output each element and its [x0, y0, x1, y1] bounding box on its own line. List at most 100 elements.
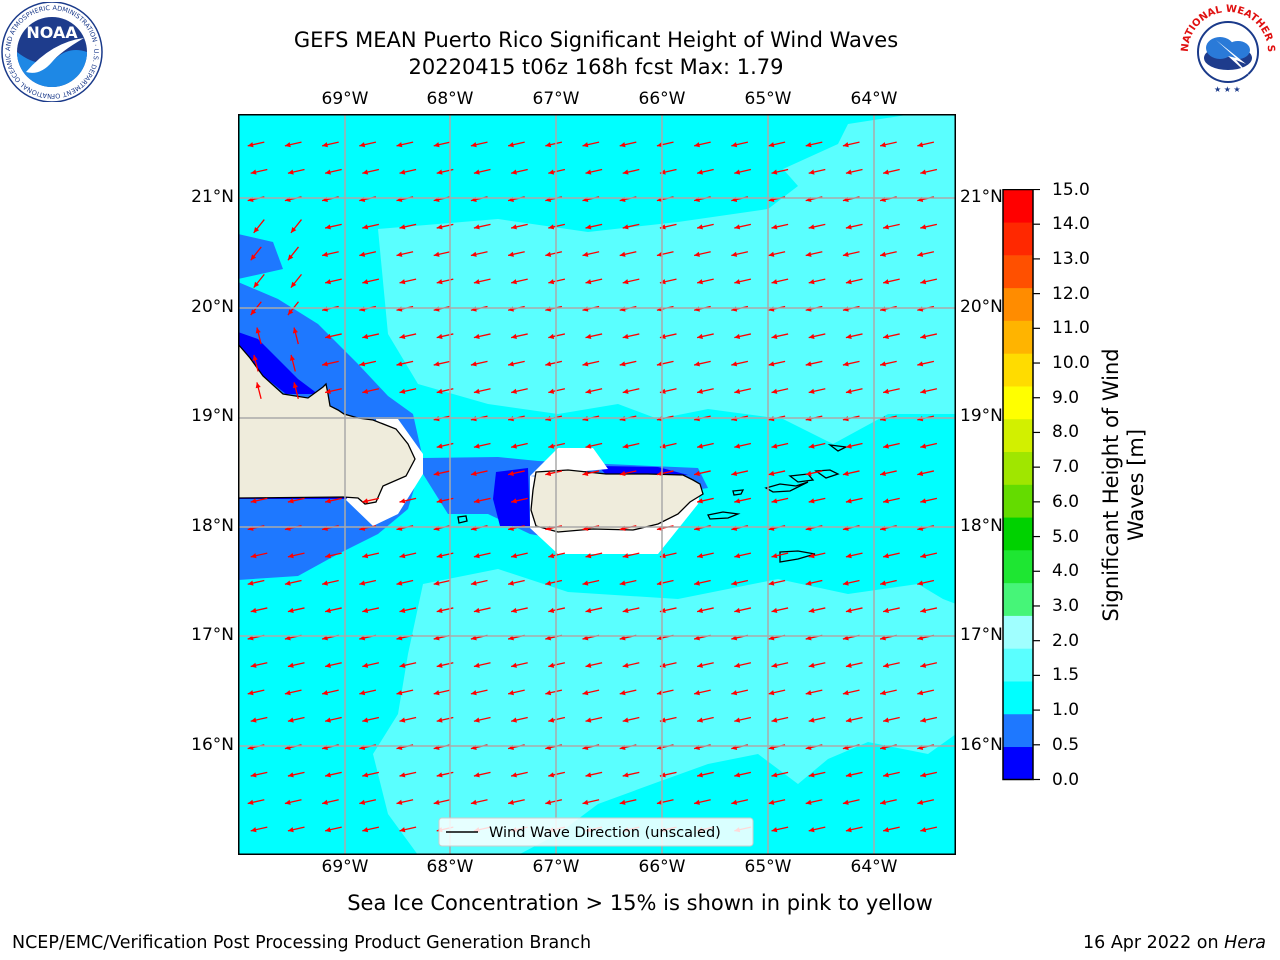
wave-direction-arrow	[321, 689, 339, 696]
wave-direction-arrow	[917, 689, 935, 696]
wave-direction-arrow	[324, 497, 342, 504]
map-gridlines	[238, 114, 956, 855]
wave-direction-arrow	[545, 470, 563, 477]
wave-direction-arrow	[845, 497, 863, 504]
wave-direction-arrow	[768, 579, 786, 586]
wave-direction-arrow	[845, 442, 863, 449]
colorbar-tick-label: 4.0	[1052, 561, 1080, 582]
wave-direction-arrow	[805, 799, 823, 805]
wave-direction-arrow	[284, 689, 302, 696]
wave-direction-arrow	[510, 278, 528, 285]
wave-direction-arrow	[324, 607, 342, 614]
wave-direction-arrow	[808, 771, 826, 778]
wave-direction-arrow	[845, 223, 863, 230]
wave-direction-arrow	[250, 607, 268, 614]
wave-direction-arrow	[882, 497, 900, 504]
wave-direction-arrow	[619, 579, 637, 586]
wave-direction-arrow	[731, 689, 749, 696]
wave-direction-arrow	[324, 826, 342, 833]
puerto-rico-land	[530, 469, 704, 533]
wave-direction-arrow	[622, 607, 640, 614]
wave-direction-arrow	[622, 223, 640, 230]
colorbar-tick-label: 2.0	[1052, 630, 1080, 651]
wave-direction-arrow	[470, 141, 488, 148]
wave-direction-arrow	[324, 552, 342, 559]
wave-direction-arrow	[321, 579, 339, 586]
wave-direction-arrow	[845, 771, 863, 778]
wave-direction-arrow	[510, 388, 528, 394]
wave-direction-arrow	[696, 771, 714, 778]
map-legend: Wind Wave Direction (unscaled)	[438, 817, 754, 847]
wave-direction-arrow	[582, 251, 600, 257]
wave-direction-arrow	[920, 607, 938, 614]
wave-direction-arrow	[879, 470, 897, 477]
colorbar-tick-label: 0.5	[1052, 734, 1080, 755]
lon-tick-bottom-69w: 69°W	[321, 857, 369, 877]
wave-direction-arrow	[917, 251, 935, 257]
wave-direction-arrow	[396, 799, 414, 805]
wave-direction-arrow	[324, 168, 342, 175]
wave-direction-arrow	[324, 771, 342, 778]
wave-direction-arrow	[399, 552, 417, 559]
wave-direction-arrow	[808, 223, 826, 230]
lon-tick-top-69w: 69°W	[321, 89, 369, 109]
wave-direction-arrow	[731, 251, 749, 257]
wave-direction-arrow	[582, 689, 600, 696]
wave-direction-arrow	[808, 388, 826, 394]
colorbar-label-line2: Waves [m]	[1124, 428, 1148, 542]
map-panel: Wind Wave Direction (unscaled)	[238, 114, 956, 855]
wave-direction-arrow	[324, 278, 342, 285]
wave-direction-arrow	[433, 799, 451, 805]
wave-direction-arrow	[321, 141, 339, 148]
wave-direction-arrow	[771, 278, 789, 285]
wave-direction-arrow	[473, 442, 491, 449]
wave-direction-arrow	[622, 662, 640, 668]
wave-direction-arrow	[920, 552, 938, 559]
colorbar	[1002, 189, 1040, 781]
colorbar-band	[1003, 386, 1033, 420]
wave-direction-arrow	[808, 278, 826, 285]
wave-direction-arrow	[734, 607, 752, 614]
wave-direction-arrow	[253, 273, 265, 289]
colorbar-band	[1003, 484, 1033, 518]
wave-direction-arrow	[324, 333, 342, 340]
legend-label: Wind Wave Direction (unscaled)	[489, 825, 721, 841]
wave-direction-arrow	[693, 141, 711, 148]
wave-direction-arrow	[619, 799, 637, 805]
wave-direction-arrow	[545, 799, 563, 805]
wave-direction-arrow	[879, 579, 897, 586]
wave-direction-arrow	[771, 552, 789, 559]
wave-direction-arrow	[545, 689, 563, 696]
wave-direction-arrow	[805, 689, 823, 696]
lat-tick-left-20n: 20°N	[191, 297, 234, 317]
wave-direction-arrow	[473, 662, 491, 668]
wave-direction-arrow	[255, 327, 262, 345]
wave-direction-arrow	[917, 470, 935, 477]
wave-direction-arrow	[619, 141, 637, 148]
wave-direction-arrow	[768, 470, 786, 477]
wave-direction-arrow	[253, 219, 265, 234]
wave-direction-arrow	[507, 360, 525, 367]
footer-date: 16 Apr 2022 on Hera	[1083, 932, 1266, 954]
wave-direction-arrow	[399, 497, 417, 504]
wave-direction-arrow	[585, 771, 603, 778]
colorbar-band	[1003, 746, 1033, 780]
wave-direction-arrow	[250, 246, 262, 261]
colorbar-tick-label: 3.0	[1052, 595, 1080, 616]
wave-direction-arrow	[433, 470, 451, 477]
wave-direction-arrow	[920, 168, 938, 175]
wave-direction-arrow	[585, 278, 603, 285]
sea-ice-note: Sea Ice Concentration > 15% is shown in …	[347, 891, 933, 915]
lon-tick-bottom-64w: 64°W	[850, 857, 898, 877]
wave-direction-arrow	[768, 799, 786, 805]
colorbar-tick-label: 8.0	[1052, 422, 1080, 443]
wave-direction-arrow	[510, 168, 528, 175]
wave-direction-arrow	[507, 141, 525, 148]
wave-direction-arrow	[622, 716, 640, 723]
wave-direction-arrow	[734, 278, 752, 285]
wave-direction-arrow	[920, 333, 938, 340]
colorbar-tick-label: 9.0	[1052, 387, 1080, 408]
wave-direction-arrow	[247, 799, 265, 805]
wave-direction-arrow	[622, 333, 640, 340]
colorbar-tick-label: 6.0	[1052, 491, 1080, 512]
